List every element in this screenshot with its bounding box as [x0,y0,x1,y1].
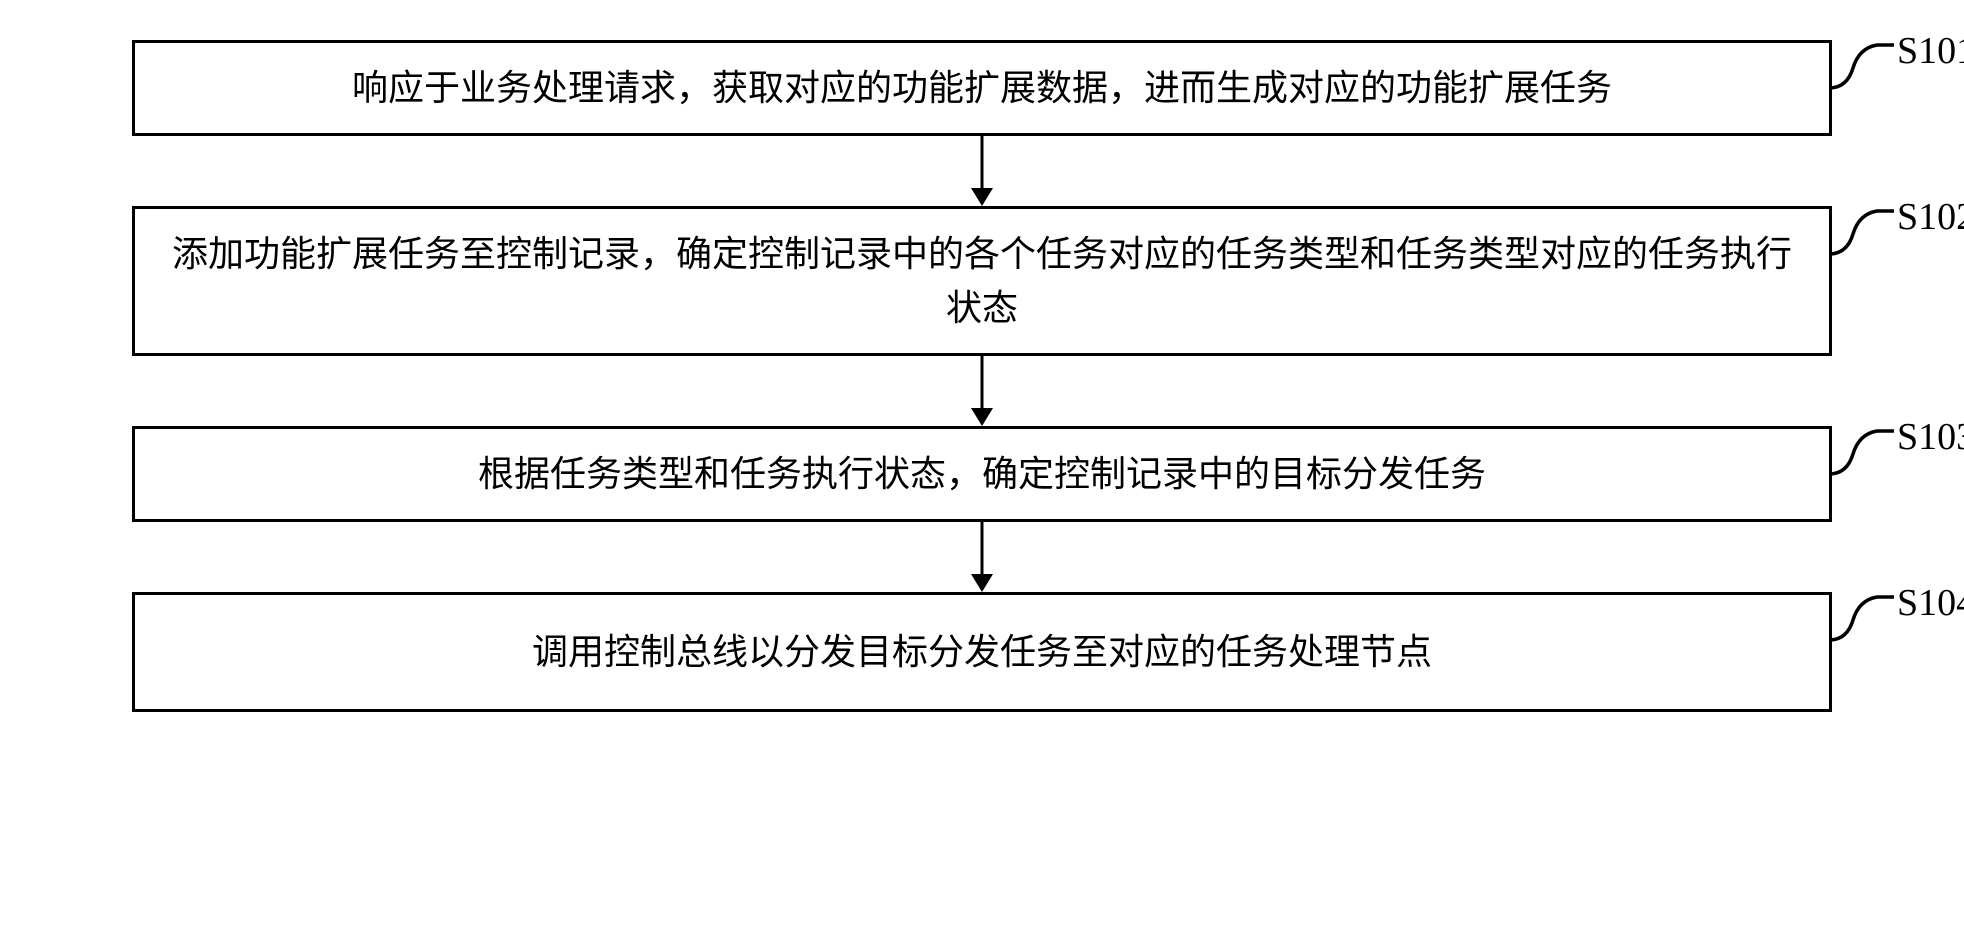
step-box-s102: 添加功能扩展任务至控制记录，确定控制记录中的各个任务对应的任务类型和任务类型对应… [132,206,1832,356]
step-label-text: S101 [1897,23,1964,80]
step-label-s102: S102 [1829,189,1949,259]
arrow-3 [32,522,1932,592]
step-label-text: S104 [1897,575,1964,632]
arrow-head-icon [971,188,993,206]
step-text: 调用控制总线以分发目标分发任务至对应的任务处理节点 [532,625,1432,679]
step-row-2: 添加功能扩展任务至控制记录，确定控制记录中的各个任务对应的任务类型和任务类型对应… [32,206,1932,356]
arrow-2 [32,356,1932,426]
step-box-s101: 响应于业务处理请求，获取对应的功能扩展数据，进而生成对应的功能扩展任务 S101 [132,40,1832,136]
step-row-3: 根据任务类型和任务执行状态，确定控制记录中的目标分发任务 S103 [32,426,1932,522]
step-label-s101: S101 [1829,23,1949,93]
step-label-text: S102 [1897,189,1964,246]
arrow-head-icon [971,408,993,426]
step-label-text: S103 [1897,409,1964,466]
step-box-s103: 根据任务类型和任务执行状态，确定控制记录中的目标分发任务 S103 [132,426,1832,522]
step-text: 添加功能扩展任务至控制记录，确定控制记录中的各个任务对应的任务类型和任务类型对应… [165,227,1799,335]
arrow-line-icon [981,356,984,412]
step-row-1: 响应于业务处理请求，获取对应的功能扩展数据，进而生成对应的功能扩展任务 S101 [32,40,1932,136]
step-row-4: 调用控制总线以分发目标分发任务至对应的任务处理节点 S104 [32,592,1932,712]
step-label-s103: S103 [1829,409,1949,479]
step-box-s104: 调用控制总线以分发目标分发任务至对应的任务处理节点 S104 [132,592,1832,712]
arrow-line-icon [981,522,984,578]
arrow-head-icon [971,574,993,592]
step-label-s104: S104 [1829,575,1949,645]
flowchart-container: 响应于业务处理请求，获取对应的功能扩展数据，进而生成对应的功能扩展任务 S101… [32,40,1932,712]
step-text: 响应于业务处理请求，获取对应的功能扩展数据，进而生成对应的功能扩展任务 [352,61,1612,115]
arrow-line-icon [981,136,984,192]
arrow-1 [32,136,1932,206]
step-text: 根据任务类型和任务执行状态，确定控制记录中的目标分发任务 [478,447,1486,501]
